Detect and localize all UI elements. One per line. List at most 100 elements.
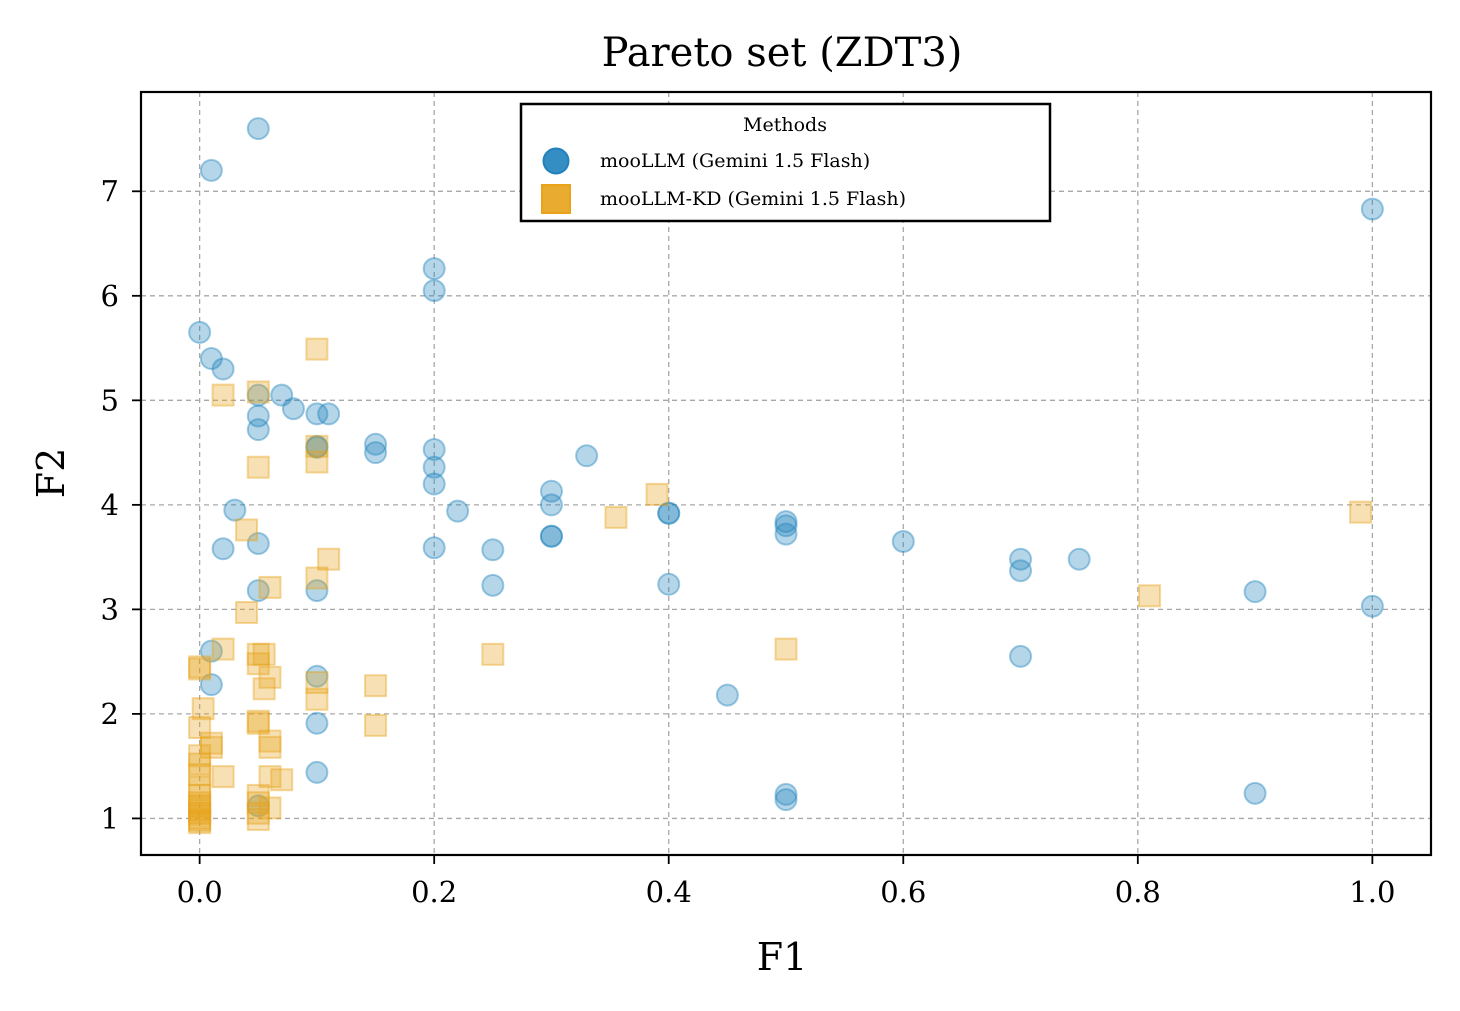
moollm-point <box>246 383 270 407</box>
moollm-point <box>422 472 446 496</box>
moollm-kd-point <box>645 482 669 506</box>
y-axis-label: F2 <box>29 448 73 499</box>
moollm-point <box>246 418 270 442</box>
moollm-point <box>539 524 563 548</box>
moollm-point <box>481 573 505 597</box>
moollm-kd-point <box>246 801 270 825</box>
moollm-point <box>246 579 270 603</box>
moollm-kd-point <box>258 729 282 753</box>
moollm-kd-point <box>317 547 341 571</box>
moollm-kd-point <box>364 674 388 698</box>
legend-marker-moollm-kd <box>541 184 571 214</box>
moollm-kd-point <box>252 677 276 701</box>
x-tick-label: 0.2 <box>411 875 457 909</box>
moollm-kd-point <box>246 642 270 666</box>
moollm-point <box>199 158 223 182</box>
x-axis-label: F1 <box>757 935 808 979</box>
moollm-kd-point <box>199 731 223 755</box>
moollm-point <box>422 279 446 303</box>
moollm-kd-point <box>188 811 212 835</box>
moollm-kd-point <box>774 637 798 661</box>
moollm-point <box>422 257 446 281</box>
moollm-kd-point <box>305 687 329 711</box>
moollm-kd-point <box>1349 500 1373 524</box>
moollm-point <box>539 493 563 517</box>
moollm-point <box>246 794 270 818</box>
moollm-point <box>481 538 505 562</box>
moollm-point <box>317 402 341 426</box>
moollm-kd-point <box>211 637 235 661</box>
moollm-kd-point <box>188 809 212 833</box>
x-tick-label: 0.4 <box>646 875 692 909</box>
moollm-kd-point <box>246 380 270 404</box>
moollm-point <box>199 673 223 697</box>
moollm-point <box>657 501 681 525</box>
moollm-point <box>305 664 329 688</box>
moollm-kd-point <box>191 697 215 721</box>
legend-marker-moollm <box>542 147 570 175</box>
chart-title: Pareto set (ZDT3) <box>602 30 963 76</box>
legend-title: Methods <box>743 114 827 136</box>
y-tick-label: 1 <box>101 801 119 835</box>
moollm-kd-point <box>246 783 270 807</box>
moollm-point <box>1360 594 1384 618</box>
moollm-point <box>422 536 446 560</box>
moollm-point <box>539 524 563 548</box>
moollm-kd-point <box>252 642 276 666</box>
moollm-kd-point <box>188 806 212 830</box>
moollm-kd-point <box>258 735 282 759</box>
moollm-kd-point <box>188 794 212 818</box>
moollm-kd-point <box>258 765 282 789</box>
legend-label-moollm-kd: mooLLM-KD (Gemini 1.5 Flash) <box>600 188 906 210</box>
moollm-point <box>305 435 329 459</box>
moollm-kd-point <box>188 655 212 679</box>
legend-label-moollm: mooLLM (Gemini 1.5 Flash) <box>600 150 870 172</box>
moollm-point <box>246 117 270 141</box>
moollm-kd-point <box>258 575 282 599</box>
x-tick-label: 0.8 <box>1115 875 1161 909</box>
moollm-kd-point <box>246 652 270 676</box>
moollm-kd-point <box>188 763 212 787</box>
moollm-point <box>774 514 798 538</box>
axis-ticks: 0.0 0.2 0.4 0.6 0.8 1.0 1 2 3 4 5 6 7 <box>101 174 1396 909</box>
legend-box <box>519 102 1052 223</box>
moollm-kd-point <box>305 671 329 695</box>
moollm-kd-point <box>364 713 388 737</box>
moollm-point <box>211 357 235 381</box>
moollm-point <box>575 444 599 468</box>
moollm-point <box>199 639 223 663</box>
moollm-point <box>1009 644 1033 668</box>
moollm-kd-point <box>188 798 212 822</box>
moollm-point <box>199 347 223 371</box>
moollm-point <box>223 498 247 522</box>
moollm-kd-point <box>211 383 235 407</box>
moollm-point <box>211 537 235 561</box>
y-tick-label: 6 <box>101 279 119 313</box>
moollm-point <box>281 397 305 421</box>
moollm-point <box>422 437 446 461</box>
moollm-point <box>657 572 681 596</box>
moollm-kd-point <box>188 752 212 776</box>
moollm-point <box>774 782 798 806</box>
moollm-point <box>188 320 212 344</box>
moollm-kd-point <box>235 518 259 542</box>
moollm-kd-point <box>188 657 212 681</box>
moollm-kd-point <box>246 791 270 815</box>
y-tick-label: 2 <box>101 697 119 731</box>
x-tick-label: 1.0 <box>1349 875 1395 909</box>
moollm-kd-point <box>246 455 270 479</box>
moollm-kd-point <box>305 566 329 590</box>
moollm-point <box>539 479 563 503</box>
moollm-point <box>1067 547 1091 571</box>
y-tick-label: 5 <box>101 383 119 417</box>
moollm-kd-point <box>235 601 259 625</box>
moollm-kd-point <box>211 765 235 789</box>
moollm-point <box>1360 197 1384 221</box>
x-tick-label: 0.6 <box>880 875 926 909</box>
moollm-kd-point <box>258 665 282 689</box>
moollm-kd-point <box>188 783 212 807</box>
x-tick-label: 0.0 <box>177 875 223 909</box>
moollm-point <box>246 404 270 428</box>
moollm-point <box>305 579 329 603</box>
